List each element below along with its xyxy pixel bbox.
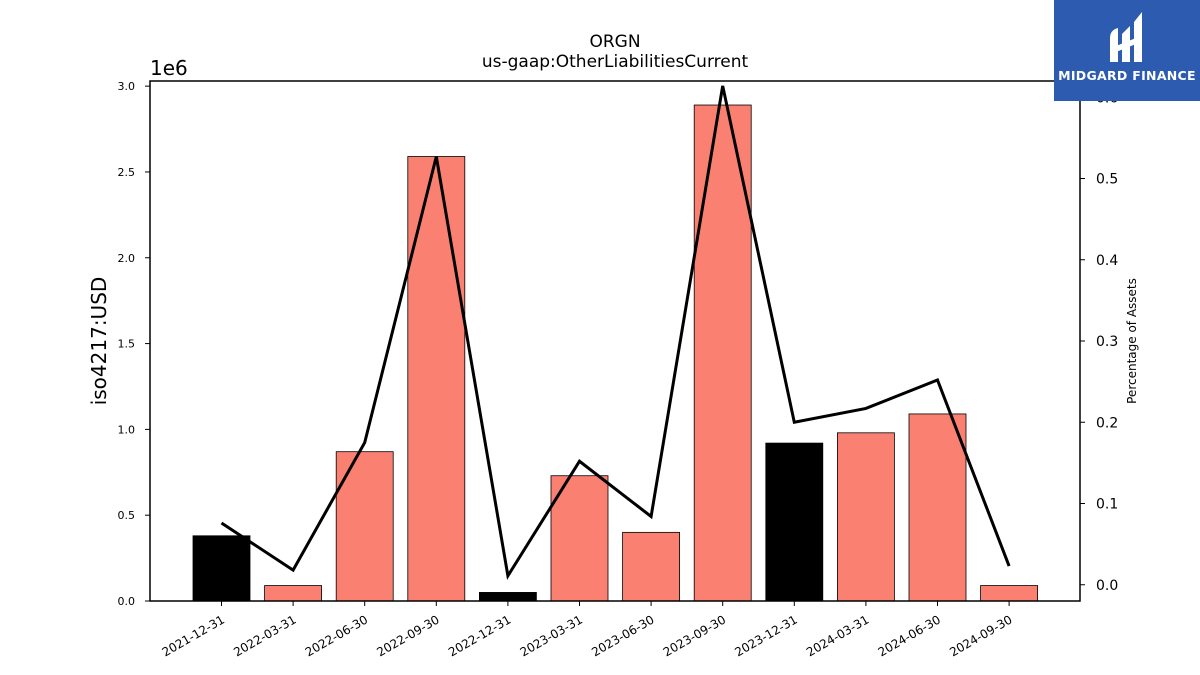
x-tick-label: 2023-03-31 xyxy=(518,612,585,659)
x-tick-label: 2024-06-30 xyxy=(876,612,943,659)
y2-tick-label: 0.4 xyxy=(1096,253,1118,269)
percentage-line xyxy=(220,85,1011,580)
bar xyxy=(192,535,251,602)
y2-tick-label: 0.2 xyxy=(1096,415,1118,431)
bar xyxy=(980,585,1038,602)
x-tick-label: 2022-03-31 xyxy=(231,612,298,659)
bar xyxy=(765,442,824,602)
percentage-line-layer xyxy=(220,85,1011,580)
bar xyxy=(837,432,895,602)
bar xyxy=(407,156,466,602)
x-tick-label: 2023-06-30 xyxy=(589,612,656,659)
logo-mark-icon xyxy=(1110,12,1142,62)
y-tick-label: 1.0 xyxy=(118,423,136,436)
y-axis-label: iso4217:USD xyxy=(87,277,111,406)
bar xyxy=(693,104,752,602)
bar xyxy=(550,475,609,602)
y2-tick-label: 0.5 xyxy=(1096,172,1118,188)
y-ticks: 0.0 0.5 1.0 1.5 2.0 2.5 3.0 xyxy=(118,80,150,608)
x-tick-label: 2023-12-31 xyxy=(732,612,799,659)
y2-tick-label: 0.1 xyxy=(1096,497,1118,513)
y-tick-label: 2.5 xyxy=(118,166,136,179)
x-tick-label: 2022-06-30 xyxy=(303,612,370,659)
y-tick-label: 0.5 xyxy=(118,509,136,522)
y2-ticks: 0.00.10.20.30.40.50.6 xyxy=(1080,90,1118,594)
x-ticks: 2021-12-31 2022-03-31 2022-06-30 2022-09-30… xyxy=(160,601,1015,659)
x-tick-label: 2023-09-30 xyxy=(661,612,728,659)
bar xyxy=(622,531,680,602)
x-tick-label: 2021-12-31 xyxy=(160,612,227,659)
y-tick-label: 3.0 xyxy=(118,80,136,93)
chart-subtitle: us-gaap:OtherLiabilitiesCurrent xyxy=(481,52,749,72)
x-tick-label: 2022-09-30 xyxy=(374,612,441,659)
bar xyxy=(264,585,323,602)
y-tick-label: 1.5 xyxy=(118,338,136,351)
bar xyxy=(908,413,967,602)
y2-tick-label: 0.0 xyxy=(1096,578,1118,594)
chart-title: ORGN xyxy=(589,32,641,52)
y2-tick-label: 0.3 xyxy=(1096,334,1118,350)
x-tick-label: 2024-09-30 xyxy=(947,612,1014,659)
x-tick-label: 2024-03-31 xyxy=(804,612,871,659)
midgard-finance-logo: MIDGARD FINANCE xyxy=(1054,0,1200,101)
bar xyxy=(478,592,537,602)
y-scale-label: 1e6 xyxy=(150,56,188,80)
x-tick-label: 2022-12-31 xyxy=(446,612,513,659)
bars xyxy=(192,104,1038,602)
y-tick-label: 0.0 xyxy=(118,595,136,608)
logo-text: MIDGARD FINANCE xyxy=(1058,68,1196,83)
bar xyxy=(335,451,394,602)
y-tick-label: 2.0 xyxy=(118,252,136,265)
y2-axis-label: Percentage of Assets xyxy=(1125,278,1139,404)
